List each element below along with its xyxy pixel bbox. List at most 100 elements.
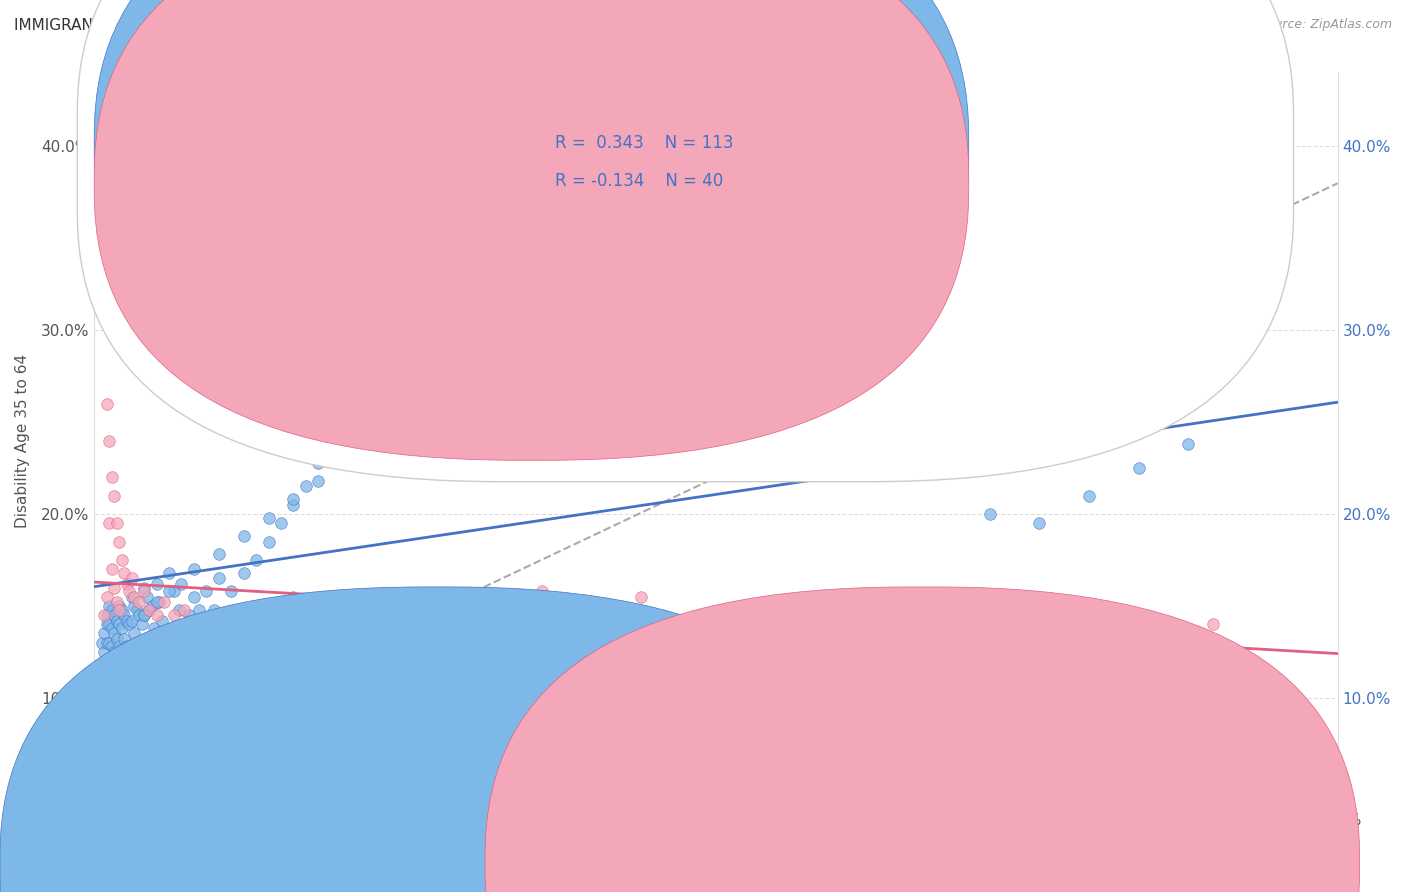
Point (96, 608, 118, 623)
Point (730, 599, 752, 613)
Point (134, 581, 156, 595)
Point (283, 590, 305, 604)
Point (125, 635, 148, 649)
Point (307, 456, 329, 470)
Point (98, 599, 121, 613)
Point (111, 553, 134, 567)
Point (1202, 617, 1225, 632)
Point (208, 548, 231, 562)
Point (141, 599, 163, 613)
Point (1078, 489, 1101, 503)
Point (138, 602, 160, 616)
Point (98, 617, 121, 632)
Point (530, 584, 553, 599)
Point (332, 599, 354, 613)
Point (232, 529, 254, 543)
Point (128, 595, 150, 609)
Point (98, 516, 121, 531)
Point (257, 742, 280, 756)
Point (150, 614, 173, 628)
Point (98, 434, 121, 448)
Text: ZIPatlas: ZIPatlas (527, 400, 905, 481)
Point (103, 645, 125, 659)
Point (105, 650, 128, 665)
Point (332, 418, 354, 433)
Point (232, 737, 254, 751)
Point (183, 709, 205, 723)
Point (122, 626, 145, 640)
Point (138, 632, 160, 646)
Point (115, 640, 138, 654)
Point (98, 635, 121, 649)
Point (219, 584, 242, 599)
Point (121, 640, 143, 654)
Point (98, 663, 121, 677)
Text: R =  0.343    N = 113: R = 0.343 N = 113 (555, 134, 734, 152)
Point (105, 669, 128, 683)
Point (112, 608, 135, 623)
Point (195, 584, 218, 599)
Point (90, 635, 112, 649)
Point (105, 516, 128, 531)
Point (134, 584, 156, 599)
Point (121, 590, 143, 604)
Point (101, 621, 124, 635)
Point (135, 590, 157, 604)
Point (381, 602, 404, 616)
Point (283, 492, 305, 507)
Point (108, 663, 131, 677)
Point (979, 507, 1001, 521)
Point (112, 654, 135, 668)
Point (96, 231, 118, 245)
Point (173, 602, 195, 616)
Point (257, 510, 280, 524)
Point (112, 566, 135, 580)
Point (108, 602, 131, 616)
Point (830, 309, 852, 323)
Point (879, 283, 901, 297)
Point (101, 640, 124, 654)
Point (111, 621, 134, 635)
Point (145, 608, 167, 623)
Point (1128, 461, 1150, 475)
Point (1177, 437, 1199, 451)
Point (96, 654, 118, 668)
Point (103, 626, 125, 640)
Point (163, 608, 186, 623)
Point (128, 640, 150, 654)
Point (143, 621, 166, 635)
Point (195, 723, 218, 738)
Point (96, 635, 118, 649)
Point (111, 645, 134, 659)
Point (138, 602, 160, 616)
Point (319, 437, 342, 451)
Point (101, 676, 124, 690)
Point (530, 231, 553, 245)
Point (481, 277, 503, 292)
Point (118, 645, 141, 659)
Point (105, 614, 128, 628)
Point (115, 577, 138, 591)
Point (163, 584, 186, 599)
Point (630, 406, 652, 420)
Text: R = -0.134    N = 40: R = -0.134 N = 40 (555, 172, 724, 190)
Point (93, 626, 115, 640)
Point (105, 595, 128, 609)
Point (167, 602, 190, 616)
Point (681, 382, 703, 396)
Point (153, 635, 176, 649)
Point (96, 673, 118, 687)
Point (115, 614, 138, 628)
Point (105, 632, 128, 646)
Point (125, 602, 148, 616)
Point (232, 566, 254, 580)
Text: Immigrants from Trinidad and Tobago: Immigrants from Trinidad and Tobago (461, 856, 748, 871)
Point (555, 415, 578, 429)
Point (357, 393, 380, 408)
Point (779, 333, 801, 347)
Point (128, 608, 150, 623)
Point (108, 617, 131, 632)
Point (111, 602, 134, 616)
Point (506, 253, 529, 268)
Text: IMMIGRANTS FROM TRINIDAD AND TOBAGO VS ICELANDER DISABILITY AGE 35 TO 64 CORRELA: IMMIGRANTS FROM TRINIDAD AND TOBAGO VS I… (14, 18, 837, 33)
